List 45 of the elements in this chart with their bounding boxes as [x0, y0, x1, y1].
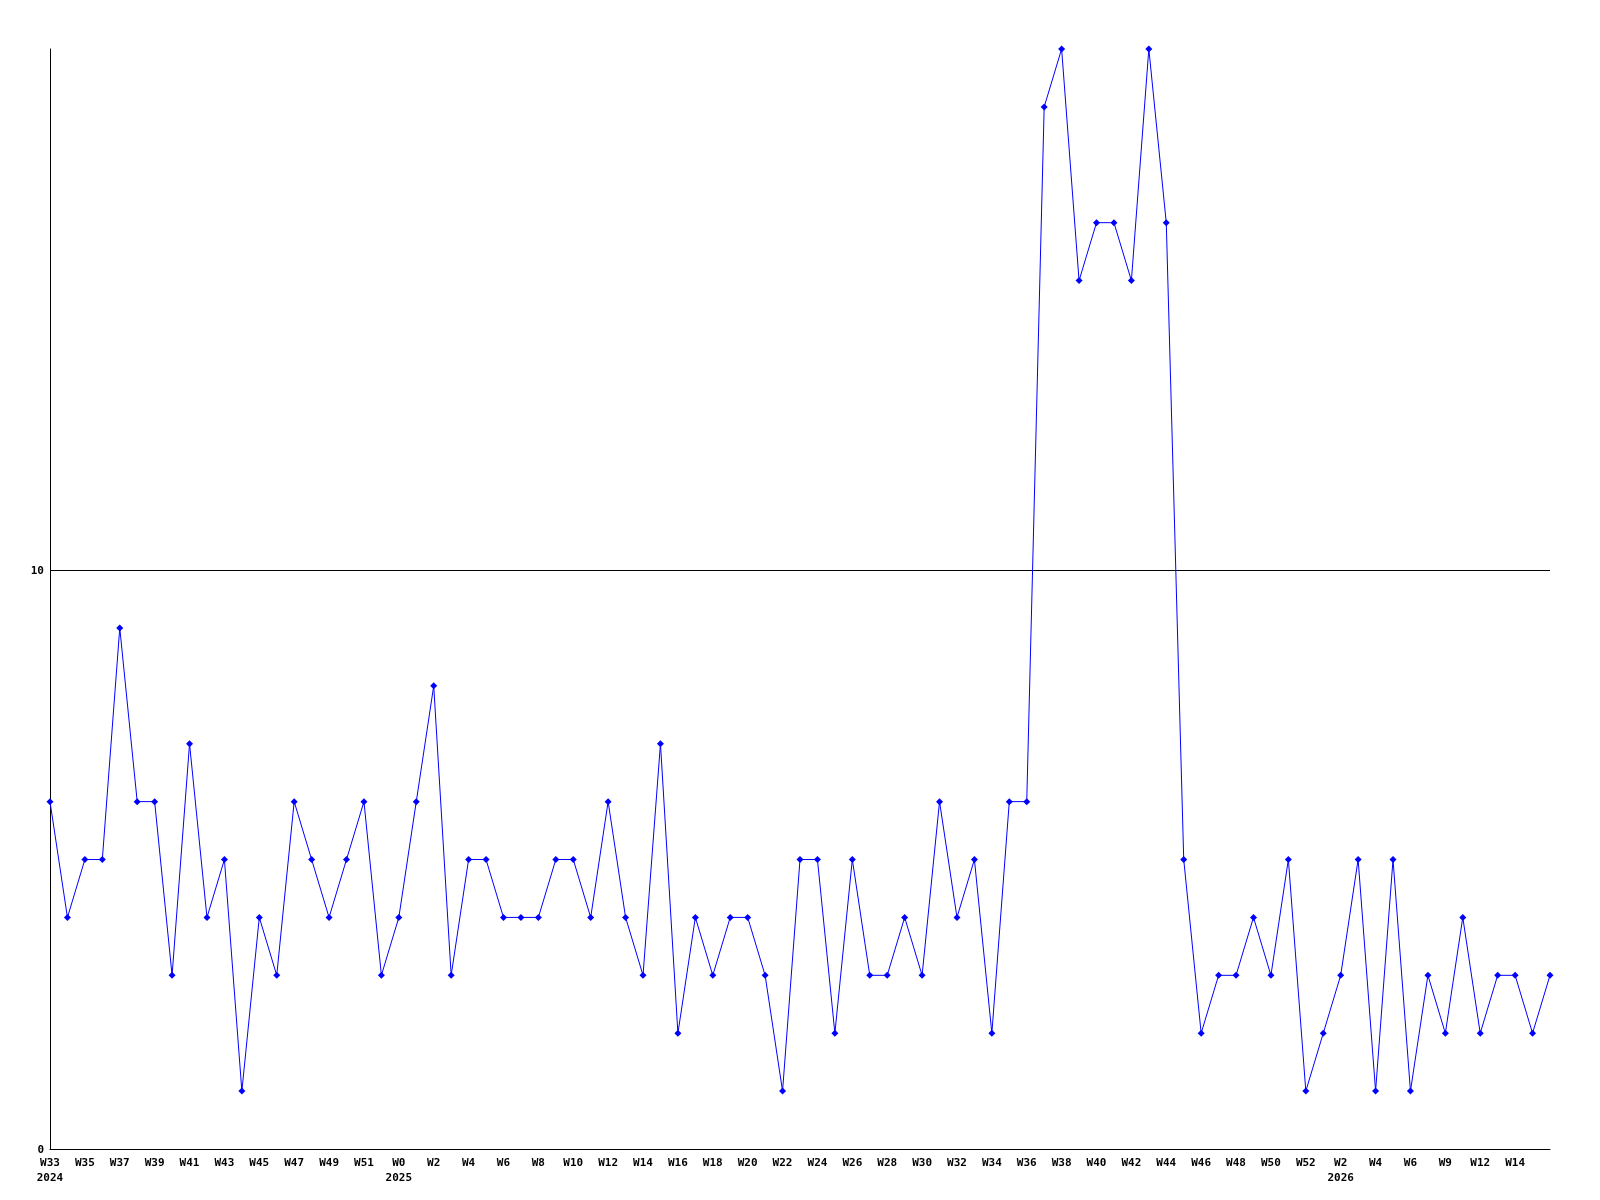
- x-tick-label: W2 2026: [1327, 1156, 1355, 1184]
- x-tick-label: W22: [772, 1156, 793, 1169]
- x-tick-label: W14: [1505, 1156, 1526, 1169]
- x-tick-label: W33 2024: [36, 1156, 64, 1184]
- x-tick-label: W2: [427, 1156, 441, 1169]
- x-tick-label: W34: [981, 1156, 1003, 1169]
- x-tick-label: W12: [598, 1156, 619, 1169]
- x-tick-label: W12: [1470, 1156, 1491, 1169]
- x-tick-label: W44: [1156, 1156, 1177, 1169]
- x-tick-label: W4: [461, 1156, 476, 1169]
- y-tick-label: 0: [37, 1142, 44, 1156]
- x-tick-label: W28: [877, 1156, 898, 1169]
- x-tick-label: W45: [249, 1156, 270, 1169]
- x-tick-label: W6: [1403, 1156, 1418, 1169]
- x-tick-label: W6: [496, 1156, 511, 1169]
- x-tick-label: W52: [1295, 1156, 1316, 1169]
- x-tick-label: W41: [179, 1156, 200, 1169]
- x-tick-label: W18: [702, 1156, 723, 1169]
- x-tick-label: W35: [74, 1156, 95, 1169]
- x-tick-label: W20: [737, 1156, 758, 1169]
- x-tick-label: W16: [667, 1156, 689, 1169]
- x-tick-label: W50: [1260, 1156, 1281, 1169]
- x-tick-label: W10: [563, 1156, 584, 1169]
- x-tick-label: W26: [842, 1156, 863, 1169]
- x-tick-label: W48: [1226, 1156, 1246, 1169]
- x-tick-label: W37: [109, 1156, 130, 1169]
- y-tick-label: 10: [30, 563, 44, 577]
- x-tick-label: W39: [144, 1156, 165, 1169]
- x-tick-label: W38: [1051, 1156, 1072, 1169]
- x-tick-label: W9: [1438, 1156, 1452, 1169]
- x-tick-label: W51: [354, 1156, 375, 1169]
- x-tick-label: W42: [1121, 1156, 1142, 1169]
- x-tick-label: W14: [633, 1156, 654, 1169]
- x-tick-label: W32: [947, 1156, 967, 1169]
- x-tick-label: W46: [1191, 1156, 1212, 1169]
- x-tick-label: W49: [319, 1156, 340, 1169]
- x-tick-label: W4: [1368, 1156, 1383, 1169]
- x-tick-label: W43: [214, 1156, 235, 1169]
- x-tick-label: W40: [1086, 1156, 1107, 1169]
- x-tick-label: W47: [284, 1156, 305, 1169]
- x-tick-label: W24: [807, 1156, 828, 1169]
- x-tick-label: W30: [912, 1156, 933, 1169]
- x-tick-label: W8: [531, 1156, 545, 1169]
- x-tick-label: W36: [1016, 1156, 1038, 1169]
- x-tick-label: W0 2025: [385, 1156, 413, 1184]
